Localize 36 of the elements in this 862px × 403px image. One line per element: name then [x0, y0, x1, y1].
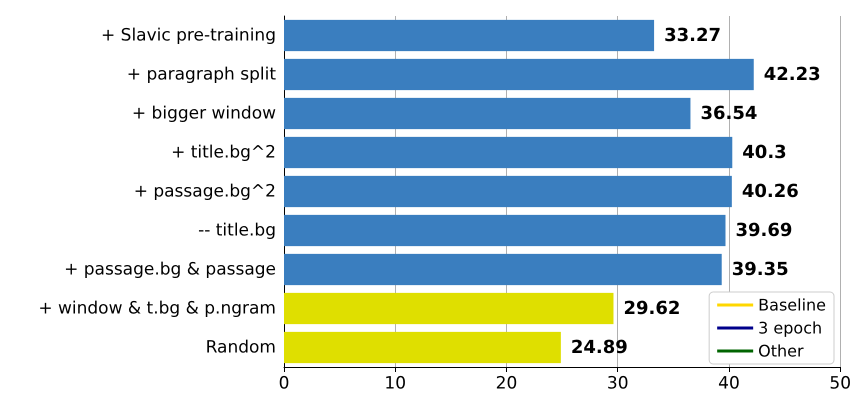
- legend-label: Other: [758, 342, 804, 360]
- x-tick-label: 50: [829, 374, 852, 394]
- bar: [284, 292, 614, 324]
- data-label: 40.26: [742, 181, 799, 202]
- bar: [284, 176, 732, 208]
- data-label: 33.27: [664, 25, 722, 46]
- y-tick-label: Random: [206, 338, 276, 358]
- legend-label: Baseline: [758, 296, 826, 314]
- y-tick-label: + passage.bg^2: [134, 182, 276, 202]
- bar: [284, 136, 732, 168]
- y-tick-label: + title.bg^2: [171, 142, 276, 162]
- legend-label: 3 epoch: [758, 318, 822, 338]
- data-label: 42.23: [764, 64, 821, 85]
- y-tick-label: -- title.bg: [198, 220, 276, 240]
- data-label: 24.89: [570, 337, 628, 358]
- bar: [284, 20, 654, 52]
- data-label: 40.3: [742, 142, 787, 163]
- bar: [284, 214, 726, 246]
- x-tick-label: 0: [278, 374, 290, 394]
- bar: [284, 58, 754, 90]
- bar: [284, 332, 561, 364]
- data-label: 29.62: [623, 298, 680, 319]
- data-label: 39.35: [732, 259, 789, 280]
- bar: [284, 98, 690, 130]
- x-tick-label: 30: [606, 374, 629, 394]
- y-tick-label: + Slavic pre-training: [101, 26, 276, 46]
- y-tick-label: + paragraph split: [126, 64, 276, 84]
- y-tick-label: + passage.bg & passage: [64, 260, 276, 280]
- data-label: 36.54: [700, 103, 758, 124]
- x-tick-label: 10: [384, 374, 406, 394]
- bar: [284, 254, 722, 286]
- y-tick-label: + bigger window: [132, 104, 276, 124]
- y-tick-label: + window & t.bg & p.ngram: [38, 298, 276, 318]
- x-tick-label: 40: [718, 374, 740, 394]
- data-label: 39.69: [736, 220, 792, 241]
- x-tick-label: 20: [496, 374, 518, 394]
